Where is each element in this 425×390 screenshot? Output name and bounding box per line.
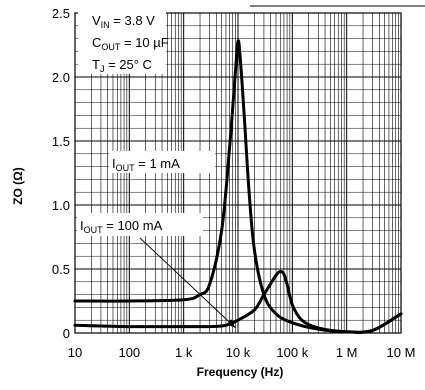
plot-frame — [74, 12, 402, 334]
series-1-label: IOUT = 1 mA — [112, 156, 180, 173]
x-tick-label: 100 — [118, 345, 140, 360]
x-tick-label: 10 M — [387, 345, 416, 360]
x-tick-labels: 10 100 1 k 10 k 100 k 1 M 10 M — [68, 345, 416, 360]
y-tick-label: 2.0 — [52, 70, 70, 85]
series-2-leader-line — [139, 237, 236, 329]
condition-vin: VIN = 3.8 V — [92, 13, 155, 30]
series-layer — [73, 39, 403, 334]
y-tick-label: 0 — [63, 326, 70, 341]
condition-tj: TJ = 25° C — [92, 57, 152, 74]
series-2-label: IOUT = 100 mA — [80, 218, 163, 235]
x-axis-title: Frequency (Hz) — [197, 365, 284, 379]
x-tick-label: 1 M — [336, 345, 358, 360]
y-tick-label: 0.5 — [52, 262, 70, 277]
conditions-box — [78, 10, 166, 74]
series-2-leader-arrowhead — [226, 319, 236, 328]
condition-cout: COUT = 10 µF — [92, 35, 169, 52]
series-line-1 — [73, 39, 403, 334]
y-tick-label: 1.5 — [52, 134, 70, 149]
series-1-label-box — [109, 151, 215, 173]
x-tick-label: 10 k — [226, 345, 251, 360]
y-tick-label: 2.5 — [52, 6, 70, 21]
y-axis-title: ZO (Ω) — [11, 167, 25, 205]
series-2-label-box — [77, 213, 203, 236]
y-tick-label: 1.0 — [52, 198, 70, 213]
x-tick-label: 1 k — [175, 345, 193, 360]
x-tick-label: 100 k — [276, 345, 308, 360]
series-line-2 — [73, 270, 403, 334]
y-tick-labels: 0 0.5 1.0 1.5 2.0 2.5 — [52, 6, 70, 341]
x-tick-label: 10 — [68, 345, 82, 360]
